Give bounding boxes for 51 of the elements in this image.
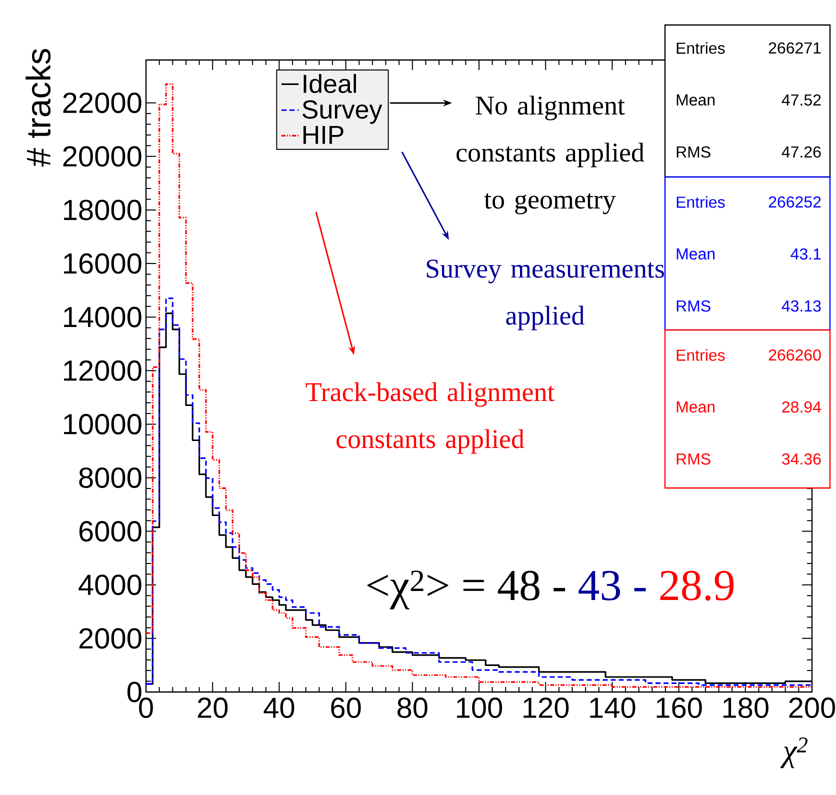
annotation: 47.52 bbox=[782, 94, 821, 106]
y-tick-label: 2000 bbox=[79, 628, 142, 649]
y-tick-label: 12000 bbox=[64, 360, 142, 381]
y-tick-label: 10000 bbox=[64, 414, 142, 434]
annotation: Mean bbox=[676, 248, 715, 260]
legend-label: HIP bbox=[303, 126, 344, 144]
x-tick-label: 180 bbox=[723, 698, 768, 718]
y-tick-label: 8000 bbox=[79, 467, 142, 488]
x-tick-label: 100 bbox=[457, 698, 502, 718]
annotation: Mean bbox=[676, 401, 715, 413]
annotation: Track-based alignment constants applied bbox=[306, 382, 555, 454]
x-tick-label: 140 bbox=[590, 698, 636, 718]
annotation: Mean bbox=[676, 94, 715, 106]
legend-label: Ideal bbox=[304, 74, 356, 94]
annotation: 34.36 bbox=[782, 453, 821, 465]
annotation: RMS bbox=[676, 146, 710, 158]
y-axis-title: # tracks bbox=[26, 48, 51, 167]
x-tick-label: 160 bbox=[656, 698, 702, 718]
annotation: RMS bbox=[676, 300, 710, 312]
x-tick-label: 60 bbox=[331, 698, 361, 718]
annotation: <χ$^{2}$> = 48 - bbox=[367, 570, 566, 610]
annotation: RMS bbox=[676, 453, 710, 465]
y-tick-label: 4000 bbox=[78, 574, 142, 596]
x-tick-label: 200 bbox=[789, 698, 836, 718]
annotation: 43.1 bbox=[790, 248, 821, 260]
annotation: 266252 bbox=[768, 196, 821, 208]
x-tick-label: 40 bbox=[264, 698, 294, 718]
x-axis-title: χ$^{2}$ bbox=[780, 738, 808, 768]
y-tick-label: 20000 bbox=[63, 146, 142, 167]
x-tick-label: 20 bbox=[198, 698, 228, 718]
text: Entries bbox=[676, 42, 725, 54]
text: 266271 bbox=[768, 42, 821, 54]
y-tick-label: 0 bbox=[127, 682, 142, 702]
x-tick-label: 80 bbox=[398, 698, 428, 718]
annotation: No alignment constants applied to geometry bbox=[456, 96, 644, 214]
y-tick-label: 6000 bbox=[79, 521, 142, 542]
annotation: 43.13 bbox=[782, 300, 821, 312]
legend-label: Survey bbox=[302, 100, 382, 124]
y-tick-label: 22000 bbox=[63, 92, 142, 114]
x-tick-label: 120 bbox=[524, 698, 569, 718]
annotation: Entries bbox=[676, 349, 725, 361]
y-tick-label: 18000 bbox=[64, 200, 142, 220]
annotation: Entries bbox=[676, 196, 725, 208]
annotation: 28.9 bbox=[660, 570, 734, 601]
y-tick-label: 14000 bbox=[64, 306, 142, 328]
annotation: Survey measurements applied bbox=[426, 260, 664, 330]
annotation: 47.26 bbox=[782, 146, 821, 158]
annotation: 43 - bbox=[578, 570, 646, 600]
y-tick-label: 16000 bbox=[64, 253, 142, 274]
annotation: 28.94 bbox=[782, 401, 821, 413]
annotation: 266260 bbox=[768, 349, 821, 361]
